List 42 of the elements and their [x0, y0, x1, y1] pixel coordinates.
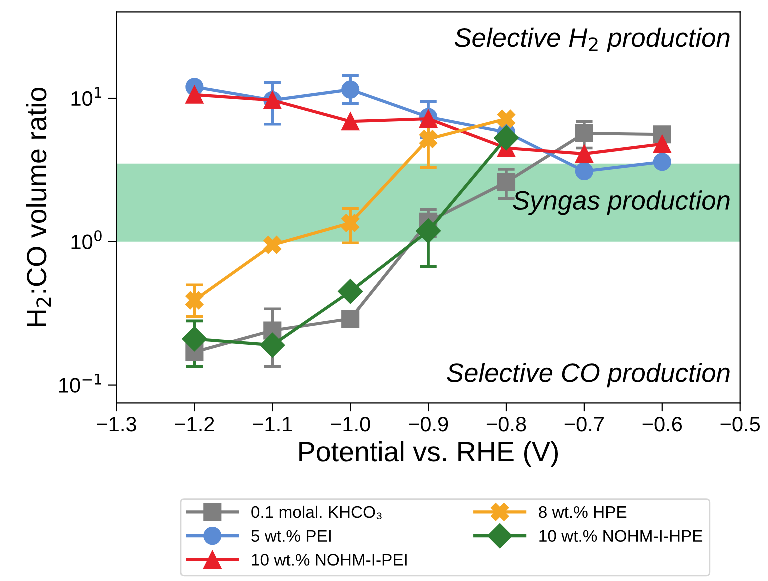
- point: [264, 236, 282, 254]
- band-label: Syngas production: [513, 190, 730, 216]
- annotation: Selective H$_{2}$ production: [454, 28, 730, 52]
- x-axis-title: Potential vs. RHE (V): [300, 441, 558, 468]
- point: [182, 326, 208, 352]
- x-tick-label: −0.8: [486, 416, 526, 432]
- x-tick-label: −1.1: [253, 417, 292, 432]
- point: [575, 124, 594, 143]
- y-axis-title: H$_{2}$:CO volume ratio: [26, 88, 52, 326]
- point: [653, 135, 672, 154]
- x-tick-label: −0.5: [720, 416, 760, 432]
- point: [416, 218, 442, 244]
- x-tick-label: −1.2: [175, 416, 214, 432]
- point: [342, 214, 360, 232]
- point: [653, 153, 672, 172]
- point: [497, 173, 516, 192]
- legend-label: 8 wt.% HPE: [539, 506, 627, 518]
- y-tick-label: 10$^{1}$: [72, 87, 102, 106]
- legend-label: 5 wt.% PEI: [252, 530, 331, 542]
- legend-label: 0.1 molal. KHCO₃: [252, 506, 382, 520]
- point: [260, 332, 286, 358]
- point: [420, 130, 438, 148]
- point: [575, 162, 594, 180]
- point: [494, 126, 519, 151]
- point: [497, 110, 516, 128]
- y-tick-label: 10$^{0}$: [72, 230, 102, 250]
- x-tick-label: −1.3: [97, 416, 136, 432]
- legend-label: 10 wt.% NOHM-I-PEI: [252, 554, 407, 566]
- legend-label: 10 wt.% NOHM-I-HPE: [540, 530, 703, 542]
- annotation: Selective CO production: [447, 362, 730, 388]
- point: [342, 310, 360, 328]
- point: [342, 112, 360, 131]
- point: [575, 145, 594, 164]
- point: [342, 80, 360, 99]
- point: [338, 279, 364, 304]
- point: [186, 86, 204, 104]
- x-tick-label: −0.7: [564, 416, 604, 432]
- x-tick-label: −0.6: [642, 416, 682, 432]
- point: [186, 292, 204, 310]
- x-tick-label: −1.0: [331, 416, 370, 432]
- y-tick-label: 10$^{−1}$: [60, 374, 102, 393]
- x-tick-label: −0.9: [409, 416, 448, 432]
